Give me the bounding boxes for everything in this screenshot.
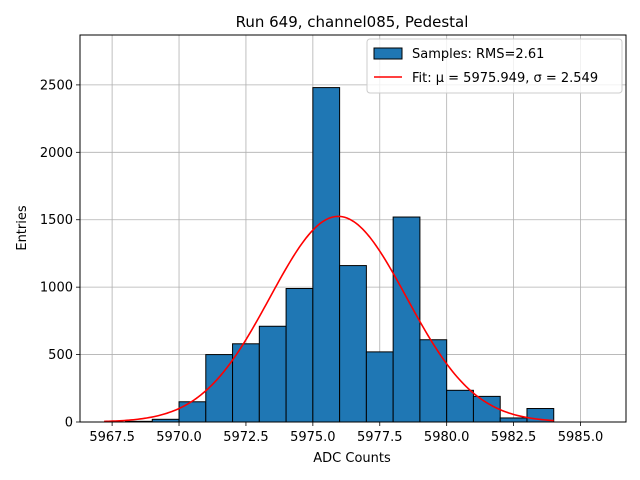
x-tick-label: 5985.0 bbox=[558, 430, 604, 445]
x-tick-label: 5972.5 bbox=[223, 430, 269, 445]
histogram-bar bbox=[312, 87, 341, 423]
y-tick-label: 2500 bbox=[40, 78, 73, 93]
histogram-bar bbox=[178, 401, 207, 423]
legend-histogram-label: Samples: RMS=2.61 bbox=[412, 47, 544, 62]
histogram-bar bbox=[446, 389, 474, 423]
histogram-bar bbox=[365, 351, 394, 423]
histogram-bar bbox=[339, 265, 367, 423]
fit-curve bbox=[104, 215, 554, 423]
x-tick-label: 5967.5 bbox=[89, 430, 135, 445]
plot-frame bbox=[79, 34, 627, 423]
x-tick-label: 5970.0 bbox=[156, 430, 202, 445]
histogram-bar bbox=[285, 288, 314, 423]
histogram-bar bbox=[499, 417, 528, 423]
y-axis-ticks: 0 500 1000 1500 2000 2500 bbox=[40, 78, 80, 431]
histogram-bar bbox=[232, 343, 260, 423]
x-tick-label: 5982.5 bbox=[491, 430, 537, 445]
legend-box bbox=[366, 38, 623, 94]
y-tick-label: 500 bbox=[48, 348, 73, 363]
x-tick-label: 5975.0 bbox=[290, 430, 336, 445]
legend: Samples: RMS=2.61 Fit: μ = 5975.949, σ =… bbox=[366, 38, 623, 94]
histogram-bar bbox=[392, 216, 421, 423]
y-tick-label: 1500 bbox=[40, 213, 73, 228]
histogram-bar bbox=[472, 395, 501, 423]
histogram-bar bbox=[258, 325, 287, 423]
chart-title: Run 649, channel085, Pedestal bbox=[236, 13, 469, 31]
y-tick-label: 2000 bbox=[40, 146, 73, 161]
histogram-bar bbox=[419, 339, 448, 423]
x-tick-label: 5980.0 bbox=[424, 430, 470, 445]
y-tick-label: 0 bbox=[65, 416, 73, 431]
legend-fit-label: Fit: μ = 5975.949, σ = 2.549 bbox=[412, 71, 598, 86]
y-tick-label: 1000 bbox=[40, 281, 73, 296]
fit-curve-layer bbox=[104, 215, 554, 423]
x-axis-label: ADC Counts bbox=[313, 451, 391, 466]
x-axis-ticks: 5967.5 5970.0 5972.5 5975.0 5977.5 5980.0 5982… bbox=[89, 422, 603, 445]
y-axis-label: Entries bbox=[15, 205, 30, 251]
legend-histogram-swatch bbox=[373, 47, 403, 60]
x-tick-label: 5977.5 bbox=[357, 430, 403, 445]
